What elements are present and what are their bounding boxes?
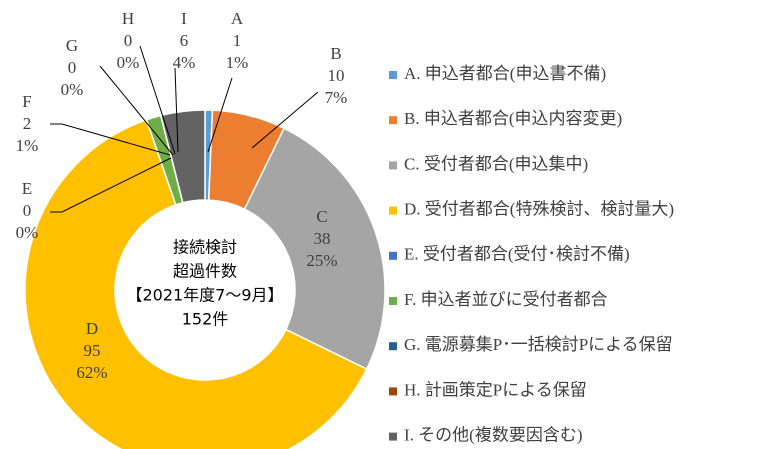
legend-label: G. 電源募集P･一括検討Pによる保留	[404, 335, 673, 354]
label-value: 2	[23, 114, 32, 133]
label-percent: 62%	[76, 363, 107, 382]
legend-swatch	[389, 116, 397, 125]
legend-swatch	[389, 342, 397, 351]
leader-line	[174, 67, 179, 153]
center-text: 152件	[182, 310, 229, 329]
label-letter: I	[181, 9, 187, 28]
legend-label: D. 受付者都合(特殊検討、検討量大)	[404, 200, 674, 219]
center-text: 接続検討	[173, 238, 237, 257]
donut-slice	[159, 109, 206, 204]
legend-swatch	[389, 206, 397, 215]
leader-line	[207, 77, 233, 153]
label-value: 0	[68, 58, 77, 77]
label-value: 1	[233, 31, 242, 50]
leader-line	[50, 157, 172, 213]
label-percent: 25%	[306, 251, 337, 270]
legend-label: F. 申込者並びに受付者都合	[404, 290, 608, 309]
legend-swatch	[389, 432, 397, 441]
legend-label: H. 計画策定Pによる保留	[404, 380, 587, 399]
donut-slice	[243, 127, 386, 371]
leader-line	[50, 123, 171, 156]
label-value: 10	[328, 66, 345, 85]
label-letter: B	[330, 44, 341, 63]
legend-swatch	[389, 251, 397, 260]
center-text: 【2021年度7～9月】	[126, 286, 283, 305]
donut-slice	[24, 118, 368, 449]
label-letter: A	[231, 9, 244, 28]
label-percent: 7%	[325, 88, 348, 107]
leader-line	[99, 65, 174, 156]
label-letter: G	[66, 36, 78, 55]
legend-label: C. 受付者都合(申込集中)	[404, 154, 588, 173]
legend-swatch	[389, 71, 397, 79]
leader-lines	[50, 45, 319, 213]
label-letter: E	[22, 179, 32, 198]
label-letter: D	[86, 319, 98, 338]
leader-line	[251, 91, 319, 149]
label-percent: 4%	[173, 53, 196, 72]
legend-swatch	[389, 161, 397, 170]
label-letter: F	[22, 92, 31, 111]
label-percent: 0%	[117, 53, 140, 72]
legend-label: I. その他(複数要因含む)	[404, 426, 582, 445]
label-value: 38	[314, 229, 331, 248]
legend-label: B. 申込者都合(申込内容変更)	[404, 109, 622, 128]
label-percent: 0%	[16, 223, 39, 242]
legend-label: A. 申込者都合(申込書不備)	[404, 64, 606, 83]
label-value: 0	[124, 31, 133, 50]
label-percent: 1%	[226, 53, 249, 72]
center-text: 超過件数	[173, 262, 237, 281]
legend-label: E. 受付者都合(受付･検討不備)	[404, 245, 630, 264]
legend-swatch	[389, 387, 397, 396]
label-value: 95	[84, 341, 101, 360]
label-letter: C	[316, 207, 327, 226]
label-letter: H	[122, 9, 134, 28]
label-percent: 1%	[16, 136, 39, 155]
label-percent: 0%	[61, 80, 84, 99]
label-value: 6	[180, 31, 189, 50]
label-value: 0	[23, 201, 32, 220]
leader-line	[139, 45, 176, 155]
legend-swatch	[389, 297, 397, 305]
